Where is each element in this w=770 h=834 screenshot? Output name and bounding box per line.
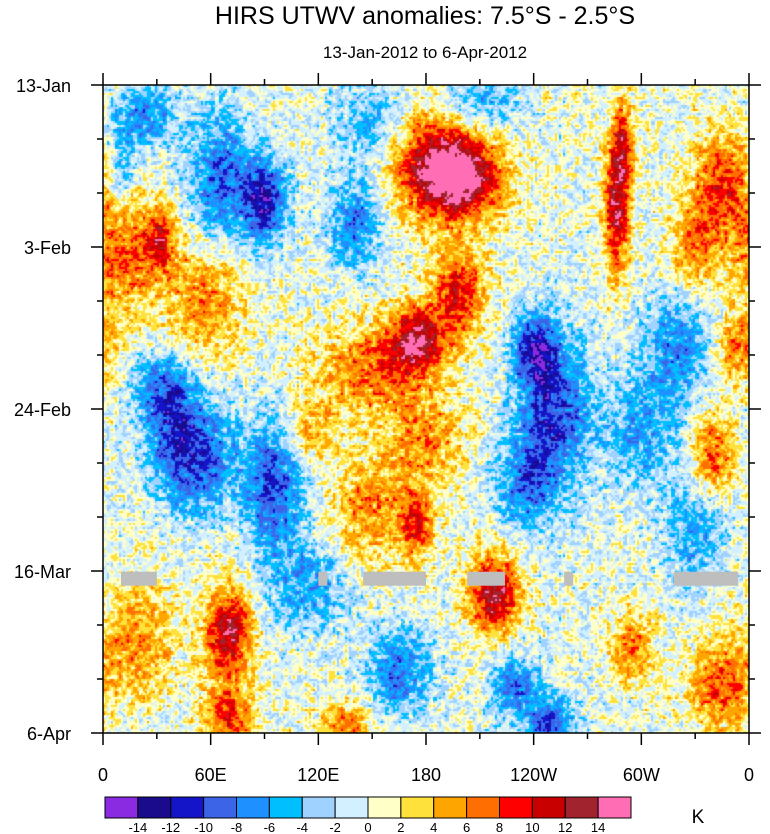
x-tick-label: 180: [411, 765, 441, 785]
colorbar-label: -10: [194, 820, 213, 834]
y-tick-label: 13-Jan: [16, 76, 71, 96]
colorbar-box: [466, 796, 500, 819]
colorbar-box: [137, 796, 172, 819]
colorbar-box: [597, 796, 632, 819]
y-tick-label: 3-Feb: [24, 238, 71, 258]
colorbar-box: [203, 796, 237, 819]
x-tick-label: 60E: [195, 765, 227, 785]
colorbar-label: 0: [364, 820, 371, 834]
colorbar-box: [104, 796, 139, 819]
missing-data-bar: [673, 571, 739, 586]
colorbar-label: 6: [463, 820, 470, 834]
missing-data-segments: [120, 571, 739, 586]
colorbar-label: -4: [296, 820, 308, 834]
axis-ticks: [91, 73, 761, 745]
colorbar-label: 14: [591, 820, 605, 834]
anomaly-field: [103, 85, 749, 733]
y-tick-label: 6-Apr: [27, 724, 71, 744]
colorbar-label: -6: [264, 820, 276, 834]
colorbar-box: [564, 796, 599, 819]
missing-data-bar: [564, 571, 574, 586]
colorbar-box: [367, 796, 402, 819]
x-tick-label: 120E: [297, 765, 339, 785]
colorbar-box: [400, 796, 435, 819]
missing-data-bar: [363, 571, 426, 586]
missing-data-bar: [318, 571, 328, 586]
y-tick-labels: 13-Jan 3-Feb 24-Feb 16-Mar 6-Apr: [14, 76, 71, 744]
colorbar-label: -8: [231, 820, 243, 834]
chart-title: HIRS UTWV anomalies: 7.5°S - 2.5°S: [215, 2, 635, 30]
colorbar-label: 10: [525, 820, 539, 834]
y-tick-label: 24-Feb: [14, 400, 71, 420]
colorbar-box: [236, 796, 270, 819]
colorbar-labels: -14 -12 -10 -8 -6 -4 -2 0 2 4 6 8 10 12 14: [128, 820, 605, 834]
colorbar-box: [433, 796, 468, 819]
colorbar-label: 12: [558, 820, 572, 834]
colorbar-label: -12: [161, 820, 180, 834]
x-tick-label: 0: [744, 765, 754, 785]
colorbar-box: [531, 796, 566, 819]
colorbar-box: [170, 796, 205, 819]
colorbar-box: [499, 796, 533, 819]
missing-data-bar: [120, 571, 157, 586]
colorbar: [104, 796, 632, 819]
x-tick-label: 60W: [623, 765, 660, 785]
missing-data-bar: [467, 571, 505, 586]
colorbar-box: [334, 796, 369, 819]
plot-area: [103, 85, 749, 733]
x-tick-labels: 0 60E 120E 180 120W 60W 0: [98, 765, 754, 785]
colorbar-box: [268, 796, 303, 819]
x-tick-label: 120W: [510, 765, 557, 785]
chart-subtitle: 13-Jan-2012 to 6-Apr-2012: [323, 43, 527, 62]
y-tick-label: 16-Mar: [14, 562, 71, 582]
colorbar-box: [301, 796, 336, 819]
colorbar-label: 2: [397, 820, 404, 834]
colorbar-unit: K: [692, 807, 705, 828]
colorbar-label: 4: [430, 820, 437, 834]
colorbar-label: -2: [329, 820, 341, 834]
colorbar-label: -14: [128, 820, 147, 834]
colorbar-label: 8: [496, 820, 503, 834]
x-tick-label: 0: [98, 765, 108, 785]
